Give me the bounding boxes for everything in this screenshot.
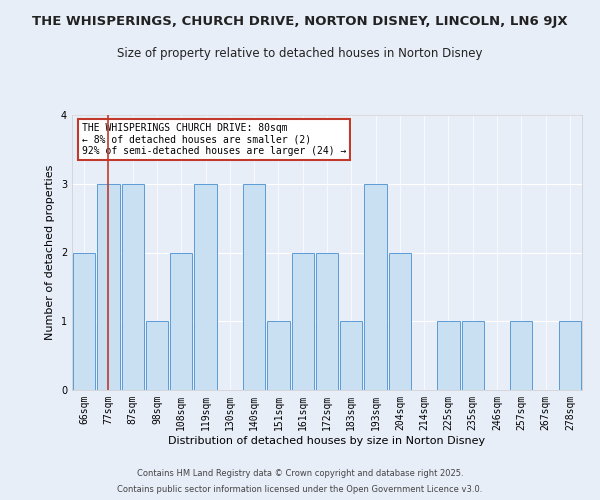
Bar [437, 322, 460, 390]
Bar [559, 322, 581, 390]
Bar [73, 252, 95, 390]
X-axis label: Distribution of detached houses by size in Norton Disney: Distribution of detached houses by size … [169, 436, 485, 446]
Bar [194, 184, 217, 390]
Bar [364, 184, 387, 390]
Bar [316, 252, 338, 390]
Y-axis label: Number of detached properties: Number of detached properties [46, 165, 55, 340]
Bar [170, 252, 193, 390]
Bar [122, 184, 144, 390]
Bar [146, 322, 168, 390]
Text: Size of property relative to detached houses in Norton Disney: Size of property relative to detached ho… [117, 48, 483, 60]
Bar [389, 252, 411, 390]
Bar [267, 322, 290, 390]
Text: Contains HM Land Registry data © Crown copyright and database right 2025.: Contains HM Land Registry data © Crown c… [137, 468, 463, 477]
Bar [97, 184, 119, 390]
Text: Contains public sector information licensed under the Open Government Licence v3: Contains public sector information licen… [118, 485, 482, 494]
Text: THE WHISPERINGS CHURCH DRIVE: 80sqm
← 8% of detached houses are smaller (2)
92% : THE WHISPERINGS CHURCH DRIVE: 80sqm ← 8%… [82, 123, 347, 156]
Bar [461, 322, 484, 390]
Text: THE WHISPERINGS, CHURCH DRIVE, NORTON DISNEY, LINCOLN, LN6 9JX: THE WHISPERINGS, CHURCH DRIVE, NORTON DI… [32, 15, 568, 28]
Bar [510, 322, 532, 390]
Bar [243, 184, 265, 390]
Bar [292, 252, 314, 390]
Bar [340, 322, 362, 390]
